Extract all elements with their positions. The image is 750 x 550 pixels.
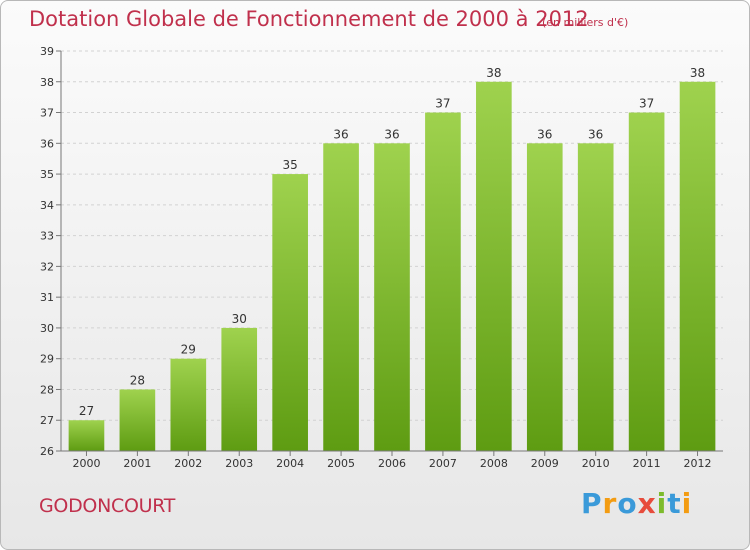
- x-tick-label: 2007: [429, 457, 457, 470]
- data-label: 36: [333, 127, 348, 141]
- chart-unit: (en milliers d'€): [542, 16, 629, 29]
- y-tick-label: 28: [40, 383, 54, 396]
- bar: [221, 327, 258, 451]
- x-tick-label: 2004: [276, 457, 304, 470]
- y-tick-label: 30: [40, 322, 54, 335]
- x-tick-label: 2008: [480, 457, 508, 470]
- data-label: 27: [79, 404, 94, 418]
- y-tick-label: 33: [40, 230, 54, 243]
- data-label: 38: [486, 66, 501, 80]
- commune-name: GODONCOURT: [39, 495, 176, 517]
- y-tick-label: 38: [40, 76, 54, 89]
- data-label: 36: [384, 127, 399, 141]
- logo-letter: x: [637, 487, 657, 520]
- chart-title: Dotation Globale de Fonctionnement de 20…: [29, 7, 589, 31]
- bar: [170, 358, 207, 451]
- bar: [374, 143, 410, 452]
- logo-letter: o: [617, 487, 638, 520]
- bar: [119, 389, 156, 451]
- data-label: 37: [639, 97, 654, 111]
- logo-letter: i: [656, 487, 668, 520]
- x-tick-label: 2009: [531, 457, 559, 470]
- data-label: 38: [690, 66, 705, 80]
- y-tick-label: 27: [40, 414, 54, 427]
- bar: [272, 174, 308, 452]
- x-tick-label: 2010: [582, 457, 610, 470]
- data-label: 30: [232, 312, 247, 326]
- x-tick-label: 2002: [174, 457, 202, 470]
- bar: [628, 112, 665, 452]
- x-tick-label: 2003: [225, 457, 253, 470]
- y-tick-label: 35: [40, 168, 54, 181]
- data-label: 35: [283, 158, 298, 172]
- logo-letter: i: [681, 487, 693, 520]
- data-label: 37: [435, 97, 450, 111]
- x-tick-label: 2011: [633, 457, 661, 470]
- data-label: 36: [537, 127, 552, 141]
- logo-letter: P: [581, 487, 603, 520]
- bar: [526, 143, 563, 452]
- data-label: 28: [130, 373, 145, 387]
- bar: [577, 143, 614, 452]
- bar: [68, 420, 105, 451]
- y-tick-label: 36: [40, 137, 54, 150]
- x-tick-label: 2012: [684, 457, 712, 470]
- bar: [476, 81, 512, 452]
- y-tick-label: 26: [40, 445, 54, 458]
- logo-letter: t: [667, 487, 682, 520]
- bar: [323, 143, 359, 452]
- proxiti-logo: Proxiti: [581, 487, 692, 520]
- x-tick-label: 2000: [72, 457, 100, 470]
- x-tick-label: 2006: [378, 457, 406, 470]
- y-tick-label: 34: [40, 199, 54, 212]
- x-tick-label: 2001: [123, 457, 151, 470]
- y-tick-label: 29: [40, 353, 54, 366]
- logo-letter: r: [602, 487, 618, 520]
- data-label: 29: [181, 343, 196, 357]
- y-tick-label: 31: [40, 291, 54, 304]
- y-tick-label: 32: [40, 260, 54, 273]
- x-tick-label: 2005: [327, 457, 355, 470]
- data-label: 36: [588, 127, 603, 141]
- bar: [679, 81, 716, 452]
- y-tick-label: 39: [40, 45, 54, 58]
- bar: [425, 112, 461, 452]
- y-tick-label: 37: [40, 107, 54, 120]
